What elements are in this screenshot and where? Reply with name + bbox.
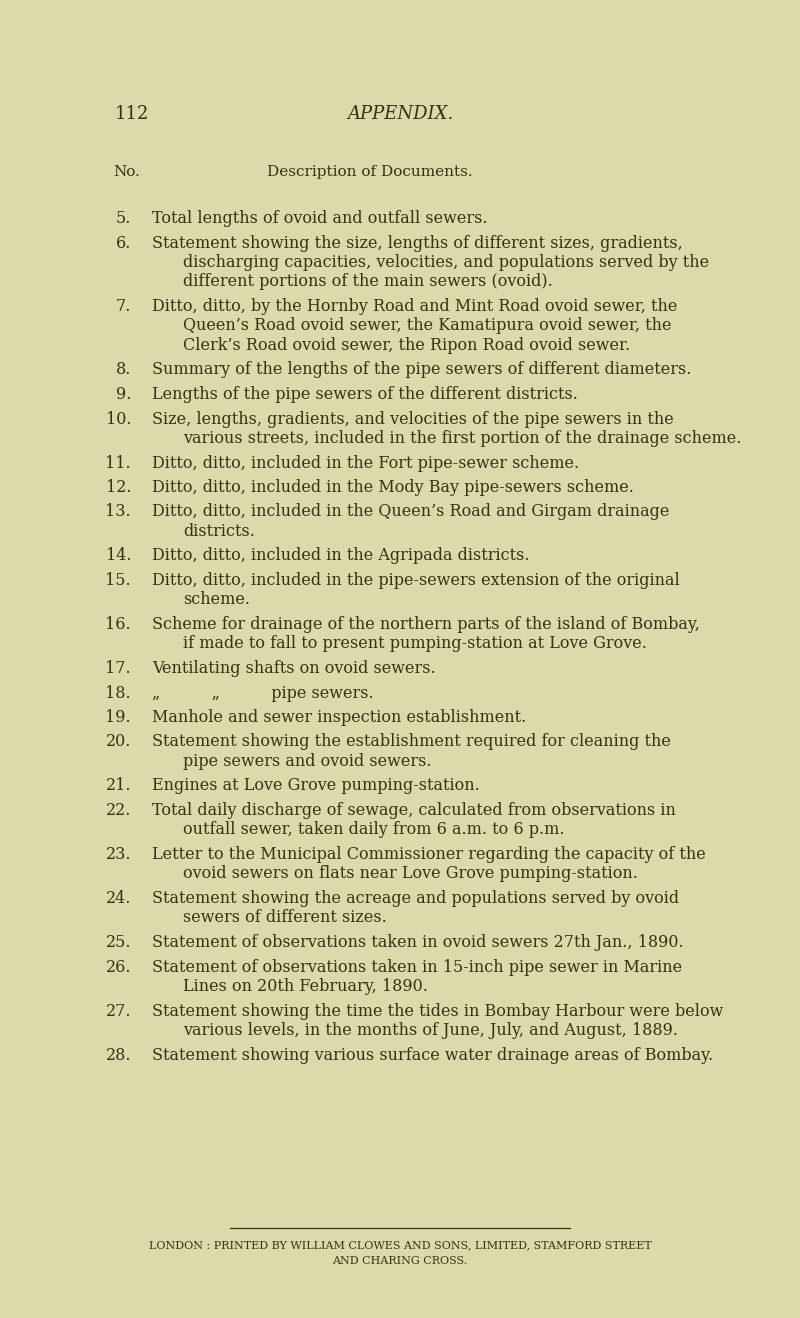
- Text: 14.: 14.: [106, 547, 131, 564]
- Text: Ditto, ditto, by the Hornby Road and Mint Road ovoid sewer, the: Ditto, ditto, by the Hornby Road and Min…: [152, 298, 678, 315]
- Text: 6.: 6.: [116, 235, 131, 252]
- Text: Total lengths of ovoid and outfall sewers.: Total lengths of ovoid and outfall sewer…: [152, 210, 487, 227]
- Text: 21.: 21.: [106, 778, 131, 795]
- Text: various streets, included in the first portion of the drainage scheme.: various streets, included in the first p…: [183, 430, 742, 447]
- Text: LONDON : PRINTED BY WILLIAM CLOWES AND SONS, LIMITED, STAMFORD STREET: LONDON : PRINTED BY WILLIAM CLOWES AND S…: [149, 1240, 651, 1249]
- Text: Statement showing the acreage and populations served by ovoid: Statement showing the acreage and popula…: [152, 890, 679, 907]
- Text: discharging capacities, velocities, and populations served by the: discharging capacities, velocities, and …: [183, 254, 709, 272]
- Text: 23.: 23.: [106, 846, 131, 863]
- Text: districts.: districts.: [183, 523, 255, 540]
- Text: 27.: 27.: [106, 1003, 131, 1020]
- Text: 12.: 12.: [106, 478, 131, 496]
- Text: different portions of the main sewers (ovoid).: different portions of the main sewers (o…: [183, 274, 553, 290]
- Text: Statement of observations taken in 15-inch pipe sewer in Marine: Statement of observations taken in 15-in…: [152, 958, 682, 975]
- Text: 7.: 7.: [116, 298, 131, 315]
- Text: Ditto, ditto, included in the Queen’s Road and Girgam drainage: Ditto, ditto, included in the Queen’s Ro…: [152, 503, 670, 521]
- Text: Statement showing the establishment required for cleaning the: Statement showing the establishment requ…: [152, 734, 671, 750]
- Text: 5.: 5.: [116, 210, 131, 227]
- Text: ovoid sewers on flats near Love Grove pumping-station.: ovoid sewers on flats near Love Grove pu…: [183, 866, 638, 883]
- Text: 26.: 26.: [106, 958, 131, 975]
- Text: 18.: 18.: [106, 684, 131, 701]
- Text: if made to fall to present pumping-station at Love Grove.: if made to fall to present pumping-stati…: [183, 635, 647, 652]
- Text: 10.: 10.: [106, 410, 131, 427]
- Text: No.: No.: [113, 165, 140, 179]
- Text: various levels, in the months of June, July, and August, 1889.: various levels, in the months of June, J…: [183, 1021, 678, 1039]
- Text: 20.: 20.: [106, 734, 131, 750]
- Text: 17.: 17.: [106, 660, 131, 677]
- Text: Lines on 20th February, 1890.: Lines on 20th February, 1890.: [183, 978, 428, 995]
- Text: Ventilating shafts on ovoid sewers.: Ventilating shafts on ovoid sewers.: [152, 660, 436, 677]
- Text: 25.: 25.: [106, 934, 131, 952]
- Text: Engines at Love Grove pumping-station.: Engines at Love Grove pumping-station.: [152, 778, 480, 795]
- Text: Scheme for drainage of the northern parts of the island of Bombay,: Scheme for drainage of the northern part…: [152, 616, 700, 633]
- Text: scheme.: scheme.: [183, 592, 250, 609]
- Text: pipe sewers and ovoid sewers.: pipe sewers and ovoid sewers.: [183, 753, 431, 770]
- Text: 19.: 19.: [106, 709, 131, 726]
- Text: 11.: 11.: [106, 455, 131, 472]
- Text: 16.: 16.: [106, 616, 131, 633]
- Text: 15.: 15.: [106, 572, 131, 589]
- Text: 28.: 28.: [106, 1046, 131, 1064]
- Text: Statement of observations taken in ovoid sewers 27th Jan., 1890.: Statement of observations taken in ovoid…: [152, 934, 684, 952]
- Text: Ditto, ditto, included in the Mody Bay pipe-sewers scheme.: Ditto, ditto, included in the Mody Bay p…: [152, 478, 634, 496]
- Text: Ditto, ditto, included in the Agripada districts.: Ditto, ditto, included in the Agripada d…: [152, 547, 530, 564]
- Text: Total daily discharge of sewage, calculated from observations in: Total daily discharge of sewage, calcula…: [152, 801, 676, 818]
- Text: AND CHARING CROSS.: AND CHARING CROSS.: [332, 1256, 468, 1267]
- Text: Description of Documents.: Description of Documents.: [267, 165, 473, 179]
- Text: Lengths of the pipe sewers of the different districts.: Lengths of the pipe sewers of the differ…: [152, 386, 578, 403]
- Text: 112: 112: [115, 105, 150, 123]
- Text: APPENDIX.: APPENDIX.: [347, 105, 453, 123]
- Text: 13.: 13.: [106, 503, 131, 521]
- Text: 8.: 8.: [116, 361, 131, 378]
- Text: Size, lengths, gradients, and velocities of the pipe sewers in the: Size, lengths, gradients, and velocities…: [152, 410, 674, 427]
- Text: Ditto, ditto, included in the pipe-sewers extension of the original: Ditto, ditto, included in the pipe-sewer…: [152, 572, 680, 589]
- Text: Statement showing the size, lengths of different sizes, gradients,: Statement showing the size, lengths of d…: [152, 235, 682, 252]
- Text: Statement showing various surface water drainage areas of Bombay.: Statement showing various surface water …: [152, 1046, 713, 1064]
- Text: Ditto, ditto, included in the Fort pipe-sewer scheme.: Ditto, ditto, included in the Fort pipe-…: [152, 455, 579, 472]
- Text: „          „          pipe sewers.: „ „ pipe sewers.: [152, 684, 374, 701]
- Text: Clerk’s Road ovoid sewer, the Ripon Road ovoid sewer.: Clerk’s Road ovoid sewer, the Ripon Road…: [183, 337, 630, 355]
- Text: 22.: 22.: [106, 801, 131, 818]
- Text: Letter to the Municipal Commissioner regarding the capacity of the: Letter to the Municipal Commissioner reg…: [152, 846, 706, 863]
- Text: outfall sewer, taken daily from 6 a.m. to 6 p.m.: outfall sewer, taken daily from 6 a.m. t…: [183, 821, 565, 838]
- Text: Queen’s Road ovoid sewer, the Kamatipura ovoid sewer, the: Queen’s Road ovoid sewer, the Kamatipura…: [183, 318, 671, 335]
- Text: 9.: 9.: [116, 386, 131, 403]
- Text: sewers of different sizes.: sewers of different sizes.: [183, 909, 386, 927]
- Text: Statement showing the time the tides in Bombay Harbour were below: Statement showing the time the tides in …: [152, 1003, 723, 1020]
- Text: 24.: 24.: [106, 890, 131, 907]
- Text: Manhole and sewer inspection establishment.: Manhole and sewer inspection establishme…: [152, 709, 526, 726]
- Text: Summary of the lengths of the pipe sewers of different diameters.: Summary of the lengths of the pipe sewer…: [152, 361, 691, 378]
